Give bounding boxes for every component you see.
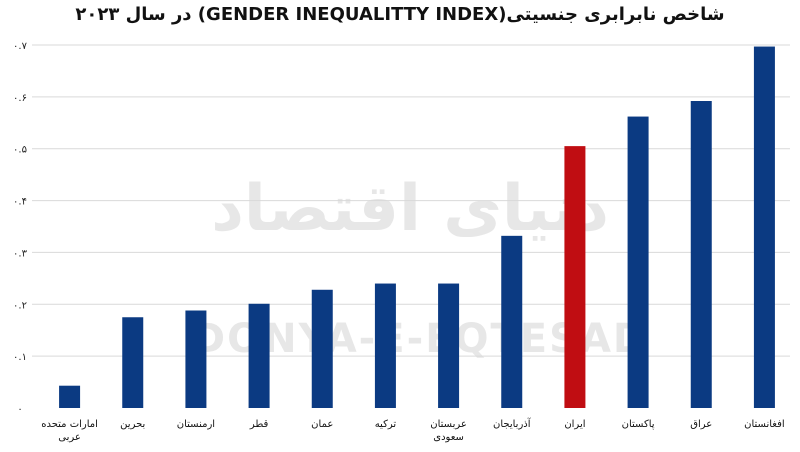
bar: [122, 317, 144, 408]
y-tick-label: ۰.۱: [13, 352, 27, 363]
x-tick-label: بحرین: [120, 419, 145, 430]
y-tick-label: ۰.۴: [13, 197, 27, 208]
y-tick-label: ۰.۶: [13, 93, 27, 104]
watermark-fa: دنیای اقتصاد: [211, 172, 609, 246]
bar: [248, 303, 270, 408]
bar: [59, 385, 81, 408]
y-tick-label: ۰.۵: [13, 145, 27, 156]
chart-title: شاخص نابرابری جنسیتی(GENDER INEQUALITTY …: [75, 4, 725, 25]
x-tick-label: عمان: [311, 419, 333, 430]
y-tick-label: ۰.۷: [13, 41, 28, 52]
grid-lines: [32, 44, 790, 357]
bar: [438, 283, 460, 408]
x-tick-label: عربستان سعودی: [430, 419, 467, 443]
bar: [690, 101, 712, 409]
x-tick-label: امارات متحده عربی: [41, 419, 98, 443]
x-tick-label: ترکیه: [375, 419, 397, 430]
x-tick-label: آذربایجان: [493, 417, 532, 430]
x-tick-label: ایران: [564, 419, 585, 430]
x-tick-label: پاکستان: [622, 419, 655, 430]
bar: [501, 235, 523, 408]
y-tick-label: ۰.۳: [13, 248, 28, 259]
y-tick-label: ۰: [17, 404, 22, 415]
bar: [564, 146, 586, 408]
y-axis-ticks: ۰ ۰.۱ ۰.۲ ۰.۳ ۰.۴ ۰.۵ ۰.۶ ۰.۷: [13, 41, 28, 415]
x-tick-label: افغانستان: [744, 419, 785, 430]
bar: [374, 283, 396, 408]
bar: [311, 289, 333, 408]
bar: [185, 310, 207, 408]
bar: [753, 46, 775, 408]
x-tick-label: قطر: [249, 419, 269, 430]
x-axis-labels: امارات متحده عربی بحرین ارمنستان قطر عمان ترکی…: [41, 417, 784, 443]
x-tick-label: ارمنستان: [177, 419, 215, 430]
bars: [59, 46, 775, 409]
x-tick-label: عراق: [690, 419, 712, 430]
y-tick-label: ۰.۲: [13, 300, 27, 311]
bar: [627, 116, 649, 408]
